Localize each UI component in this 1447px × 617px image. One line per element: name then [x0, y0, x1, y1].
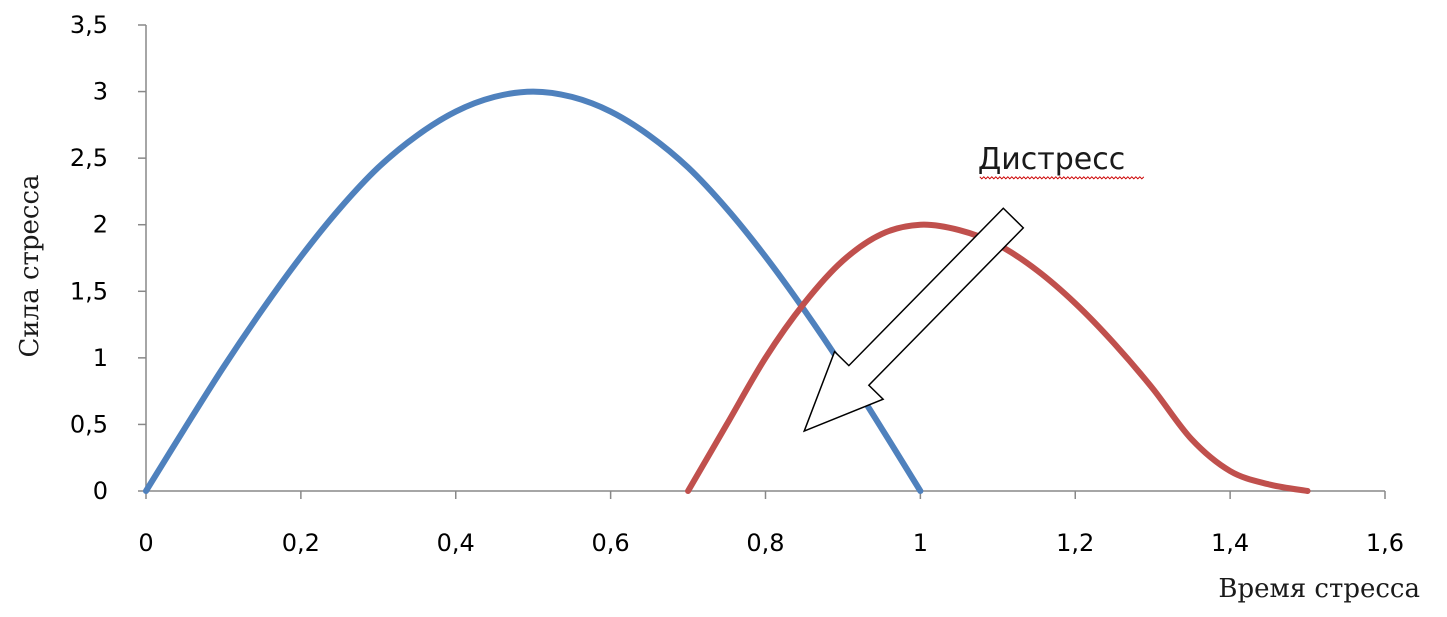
x-tick-label: 0 [138, 529, 153, 557]
y-axis-title: Сила стресса [15, 174, 45, 357]
y-tick-label: 1 [93, 344, 108, 372]
y-tick-label: 2,5 [70, 144, 108, 172]
caption-cutoff [0, 604, 1447, 617]
x-tick-label: 0,6 [592, 529, 630, 557]
y-tick-label: 1,5 [70, 277, 108, 305]
x-axis-title: Время стресса [1218, 574, 1420, 604]
x-tick-label: 1,6 [1366, 529, 1404, 557]
y-tick-label: 2 [93, 211, 108, 239]
series-lines [143, 88, 1311, 494]
x-tick-label: 0,4 [437, 529, 475, 557]
spellcheck-underline [979, 176, 1145, 180]
y-tick-label: 0 [93, 477, 108, 505]
x-tick-label: 1,4 [1211, 529, 1249, 557]
x-tick-label: 0,8 [746, 529, 784, 557]
series-line-red [685, 221, 1311, 494]
annotation-label: Дистресс [978, 142, 1125, 177]
x-tick-label: 0,2 [282, 529, 320, 557]
y-tick-label: 3 [93, 78, 108, 106]
tick-labels: 0 0,5 1 1,5 2 2,5 3 3,5 0 0,2 0,4 0,6 0,8 1 1,2 1,4 1,6 [70, 11, 1404, 557]
y-tick-label: 3,5 [70, 11, 108, 39]
axes [138, 24, 1386, 499]
x-tick-label: 1,2 [1056, 529, 1094, 557]
annotation: Дистресс [802, 142, 1145, 433]
y-tick-label: 0,5 [70, 410, 108, 438]
x-tick-label: 1 [913, 529, 928, 557]
annotation-arrow-icon [802, 207, 1025, 433]
